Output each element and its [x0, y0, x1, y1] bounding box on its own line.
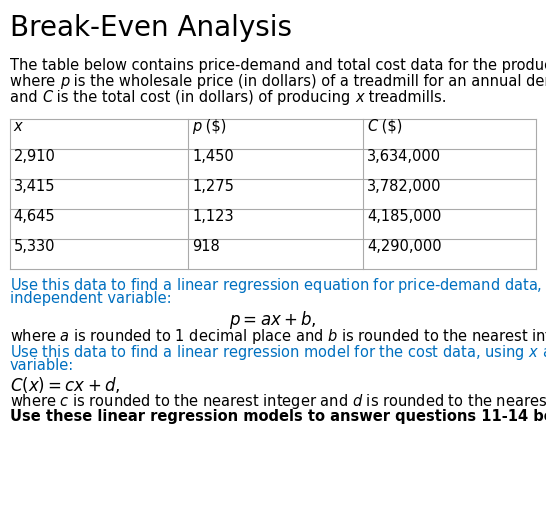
Text: p: p — [192, 119, 201, 133]
Text: x: x — [355, 90, 364, 105]
Text: is the wholesale price (in dollars) of a treadmill for an annual demand of: is the wholesale price (in dollars) of a… — [69, 74, 546, 89]
Text: 1,450: 1,450 — [192, 149, 234, 163]
Text: 2,910: 2,910 — [14, 149, 56, 163]
Text: Break-Even Analysis: Break-Even Analysis — [10, 14, 292, 42]
Text: C: C — [367, 119, 377, 133]
Text: 918: 918 — [192, 239, 220, 253]
Text: Use this data to find a linear regression model for the cost data, using $x$ as : Use this data to find a linear regressio… — [10, 343, 546, 362]
Text: 4,185,000: 4,185,000 — [367, 209, 441, 223]
Text: independent variable:: independent variable: — [10, 291, 171, 306]
Text: C: C — [42, 90, 52, 105]
Text: 1,123: 1,123 — [192, 209, 234, 223]
Text: Use these linear regression models to answer questions 11-14 below.: Use these linear regression models to an… — [10, 408, 546, 424]
Text: 5,330: 5,330 — [14, 239, 55, 253]
Text: $p = ax + b,$: $p = ax + b,$ — [229, 309, 317, 330]
Text: is the total cost (in dollars) of producing: is the total cost (in dollars) of produc… — [52, 90, 355, 105]
Text: 3,782,000: 3,782,000 — [367, 179, 441, 193]
Text: 4,290,000: 4,290,000 — [367, 239, 442, 253]
Text: Use this data to find a linear regression equation for price-demand data, using : Use this data to find a linear regressio… — [10, 276, 546, 295]
Text: 3,415: 3,415 — [14, 179, 55, 193]
Text: $C(x) = cx + d,$: $C(x) = cx + d,$ — [10, 375, 120, 395]
Text: variable:: variable: — [10, 358, 74, 373]
Text: 4,645: 4,645 — [14, 209, 55, 223]
Text: treadmills.: treadmills. — [364, 90, 446, 105]
Text: and: and — [10, 90, 42, 105]
Text: The table below contains price-demand and total cost data for the production of : The table below contains price-demand an… — [10, 58, 546, 73]
Text: p: p — [60, 74, 69, 89]
Text: ($): ($) — [377, 119, 402, 133]
Text: 1,275: 1,275 — [192, 179, 234, 193]
Text: where $c$ is rounded to the nearest integer and $d$ is rounded to the nearest 10: where $c$ is rounded to the nearest inte… — [10, 392, 546, 411]
Text: 3,634,000: 3,634,000 — [367, 149, 441, 163]
Text: where: where — [10, 74, 60, 89]
Text: ($): ($) — [201, 119, 227, 133]
Text: x: x — [14, 119, 22, 133]
Text: where $a$ is rounded to 1 decimal place and $b$ is rounded to the nearest intege: where $a$ is rounded to 1 decimal place … — [10, 327, 546, 346]
